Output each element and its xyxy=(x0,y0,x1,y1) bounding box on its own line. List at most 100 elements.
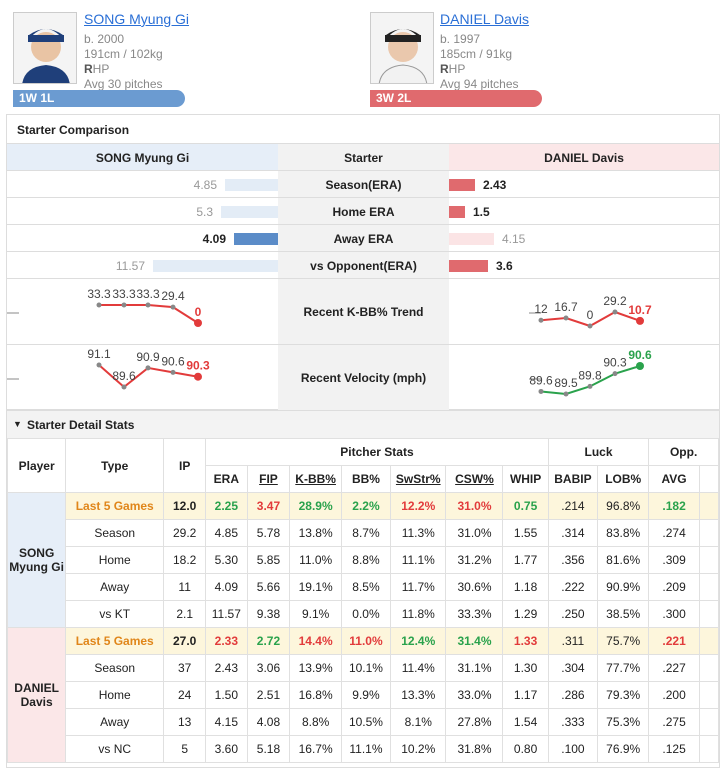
table-cell: 5.78 xyxy=(246,519,291,547)
daniel-record-bar: 3W 2L xyxy=(370,90,542,107)
table-cell: 33.3% xyxy=(445,600,504,628)
table-cell: 1.30 xyxy=(502,654,549,682)
table-cell: 14.4% xyxy=(289,627,342,655)
velocity-label: Recent Velocity (mph) xyxy=(300,371,427,385)
collapse-triangle-icon[interactable]: ▼ xyxy=(13,419,22,429)
table-cell: .274 xyxy=(648,519,700,547)
table-cell: 5.85 xyxy=(246,546,291,574)
table-cell: 2.51 xyxy=(246,681,291,709)
point-label: 33.3 xyxy=(136,287,160,301)
song-name-link[interactable]: SONG Myung Gi xyxy=(84,11,190,27)
row-label: Home ERA xyxy=(332,205,395,219)
group-opp: Opp. xyxy=(648,438,719,466)
table-cell: 27.0 xyxy=(163,627,207,655)
col-babip: BABIP xyxy=(547,465,599,493)
daniel-photo xyxy=(370,12,434,84)
left-value: 4.85 xyxy=(193,178,217,192)
point-label: 29.2 xyxy=(603,294,627,308)
table-cell: 4.15 xyxy=(205,708,248,736)
table-cell: 1.17 xyxy=(502,681,549,709)
col-kbb[interactable]: K-BB% xyxy=(289,465,342,493)
table-cell: 2.72 xyxy=(246,627,291,655)
table-cell: .100 xyxy=(547,735,599,763)
table-row: DANIEL Davis Last 5 Games 27.0 2.33 2.72 14.4… xyxy=(7,627,719,763)
comparison-row: 4.09 Away ERA 4.15 xyxy=(7,224,719,251)
daniel-name-link[interactable]: DANIEL Davis xyxy=(440,11,529,27)
series-point xyxy=(563,315,569,321)
table-cell: 1.77 xyxy=(502,546,549,574)
table-cell: 2.43 xyxy=(205,654,248,682)
table-row: Home 24 1.50 2.51 16.8% 9.9% 13.3% 33.0% 1.17.28… xyxy=(8,681,719,709)
series-point xyxy=(170,369,176,375)
table-cell: vs KT xyxy=(65,600,165,628)
table-row: Home 18.2 5.30 5.85 11.0% 8.8% 11.1% 31.2% 1.77.… xyxy=(8,546,719,574)
table-cell: .227 xyxy=(648,654,700,682)
table-cell: .309 xyxy=(648,546,700,574)
table-cell: 11.1% xyxy=(390,546,447,574)
comparison-row: 11.57 vs Opponent(ERA) 3.6 xyxy=(7,251,719,278)
table-cell: Season xyxy=(65,519,165,547)
table-cell: 79.3% xyxy=(597,681,650,709)
point-label: 89.6 xyxy=(529,373,553,387)
col-fip[interactable]: FIP xyxy=(246,465,291,493)
table-cell: 29.2 xyxy=(163,519,207,547)
table-cell: 16.7% xyxy=(289,735,342,763)
table-cell: .304 xyxy=(547,654,599,682)
table-cell: 13 xyxy=(163,708,207,736)
table-cell: 1.54 xyxy=(502,708,549,736)
point-label: 0 xyxy=(195,305,202,319)
series-point xyxy=(587,383,593,389)
col-swstr[interactable]: SwStr% xyxy=(390,465,447,493)
series-point xyxy=(538,317,544,323)
series-point xyxy=(563,391,569,397)
song-avg-pitches: Avg 30 pitches xyxy=(84,77,163,91)
point-label: 29.4 xyxy=(161,289,185,303)
series-point xyxy=(96,302,102,308)
song-record-bar: 1W 1L xyxy=(13,90,185,107)
table-cell xyxy=(698,573,719,601)
table-cell: .356 xyxy=(547,546,599,574)
group-pitcher-stats: Pitcher Stats xyxy=(205,438,549,466)
col-lob: LOB% xyxy=(597,465,650,493)
table-cell: 9.38 xyxy=(246,600,291,628)
series-point xyxy=(612,309,618,315)
table-cell: 28.9% xyxy=(289,492,342,520)
table-cell: 10.5% xyxy=(340,708,392,736)
point-label: 90.6 xyxy=(161,354,185,368)
series-point xyxy=(636,362,644,370)
header-right: DANIEL Davis xyxy=(449,144,719,170)
row-label: vs Opponent(ERA) xyxy=(310,259,417,273)
header-center: Starter xyxy=(278,144,449,170)
table-cell: 3.06 xyxy=(246,654,291,682)
table-cell: 2.2% xyxy=(340,492,392,520)
series-point xyxy=(612,371,618,377)
table-cell: 5.18 xyxy=(246,735,291,763)
detail-table: Player Type IP Pitcher Stats Luck Opp. E… xyxy=(7,438,719,763)
table-cell: 13.3% xyxy=(390,681,447,709)
table-cell: 9.9% xyxy=(340,681,392,709)
row-label: Away ERA xyxy=(333,232,394,246)
starter-comparison-card: Starter Comparison SONG Myung Gi Starter… xyxy=(6,114,720,410)
table-row: SONG Myung Gi Last 5 Games 12.0 2.25 3.47 28.… xyxy=(7,492,719,628)
series-point xyxy=(587,323,593,329)
point-label: 33.3 xyxy=(112,287,136,301)
col-csw[interactable]: CSW% xyxy=(445,465,504,493)
left-bar xyxy=(234,233,278,245)
table-cell: 31.2% xyxy=(445,546,504,574)
col-bb: BB% xyxy=(340,465,392,493)
table-cell: Away xyxy=(65,708,165,736)
daniel-body: 185cm / 91kg xyxy=(440,47,513,61)
row-label: Season(ERA) xyxy=(325,178,402,192)
detail-title: Starter Detail Stats xyxy=(27,418,135,432)
point-label: 90.9 xyxy=(136,350,160,364)
velocity-left-sparkline: 91.189.690.9 90.6 90.3 xyxy=(7,347,210,390)
player-cell: SONG Myung Gi xyxy=(7,492,67,628)
table-cell: 31.4% xyxy=(445,627,504,655)
right-bar xyxy=(449,206,465,218)
table-cell: 30.6% xyxy=(445,573,504,601)
table-cell: 1.33 xyxy=(502,627,549,655)
table-cell xyxy=(698,681,719,709)
table-cell: 90.9% xyxy=(597,573,650,601)
detail-header-bar[interactable]: ▼ Starter Detail Stats xyxy=(7,410,719,438)
trend-left-sparkline: 33.3 33.3 33.3 29.40 xyxy=(7,287,202,327)
